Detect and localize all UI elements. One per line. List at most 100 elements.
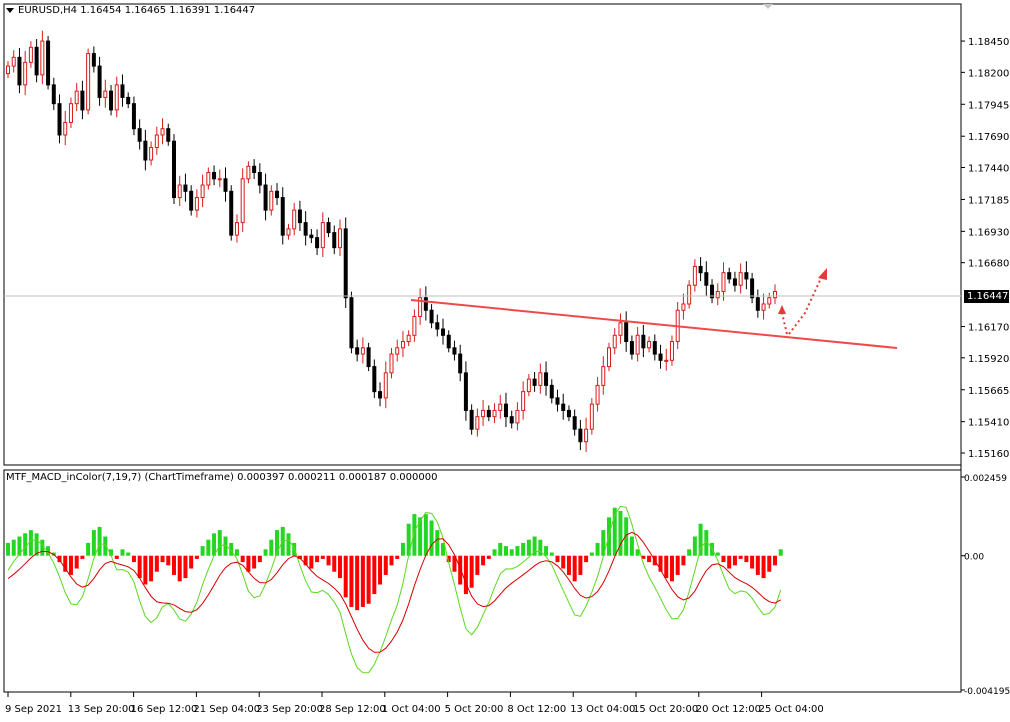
candle [297, 200, 302, 231]
candle-body [280, 197, 285, 236]
candle [166, 123, 171, 146]
macd-bar [624, 517, 629, 556]
candle [635, 327, 640, 362]
macd-bar [486, 555, 491, 559]
price-tick-label: 1.15920 [968, 354, 1009, 365]
candle [194, 189, 199, 218]
macd-bar [698, 523, 703, 556]
candle [229, 185, 234, 241]
time-tick-label: 15 Oct 20:00 [633, 704, 698, 715]
candle [738, 263, 743, 294]
macd-bar [68, 555, 73, 575]
candle [481, 400, 486, 427]
candle-body [492, 409, 497, 418]
candle [269, 185, 274, 216]
price-tick-label: 1.17440 [968, 164, 1009, 175]
trendline[interactable] [410, 299, 898, 349]
candle [131, 96, 136, 136]
macd-bar [63, 555, 68, 572]
macd-bar [103, 536, 108, 556]
macd-bar [246, 555, 251, 572]
macd-bar [561, 555, 566, 569]
candle [492, 403, 497, 424]
macd-bar [406, 523, 411, 556]
candle [149, 141, 154, 166]
candle-body [120, 84, 125, 98]
candle [761, 293, 766, 320]
signal-line [7, 531, 781, 653]
candle-body [681, 303, 686, 311]
candle-body [463, 372, 468, 411]
macd-bar [664, 555, 669, 579]
candle-body [206, 172, 211, 186]
macd-bar [629, 536, 634, 556]
macd-bar [721, 555, 726, 563]
candle [475, 408, 480, 437]
macd-bar [647, 555, 652, 563]
arrow-head-right-icon [818, 268, 827, 280]
candle-body [378, 391, 383, 399]
candle [86, 48, 91, 115]
macd-bar [80, 555, 85, 559]
candle [773, 284, 777, 305]
candle [257, 163, 262, 194]
macd-bar [194, 555, 199, 559]
macd-bar [11, 539, 16, 556]
candle-body [343, 228, 348, 299]
macd-bar [343, 555, 348, 598]
candle [647, 336, 652, 353]
candle-body [166, 128, 171, 142]
candle [355, 339, 360, 362]
candle [641, 324, 646, 358]
candle [389, 347, 394, 379]
candle [320, 212, 325, 257]
macd-bar [532, 536, 537, 556]
candle-body [481, 409, 486, 418]
candle [360, 337, 365, 364]
candle [11, 50, 16, 73]
macd-bar [349, 555, 354, 607]
macd-bar [715, 552, 720, 556]
candle [549, 379, 554, 404]
scroll-marker-icon[interactable] [763, 4, 773, 9]
candle [732, 271, 737, 292]
candle [429, 304, 434, 329]
candle [406, 330, 411, 347]
candle-body [566, 409, 571, 418]
macd-tick-label: 0.00 [964, 553, 984, 563]
candle-body [11, 56, 16, 67]
macd-bar [114, 555, 119, 559]
candle-body [458, 353, 463, 374]
price-tick-label: 1.15160 [968, 449, 1009, 460]
time-tick-label: 20 Oct 12:00 [696, 704, 761, 715]
candle-body [23, 61, 28, 86]
candle-body [360, 347, 365, 355]
candle [704, 261, 709, 296]
macd-bar [687, 549, 692, 556]
macd-bar [303, 555, 308, 566]
macd-bar [17, 536, 22, 556]
main-chart-frame [3, 3, 962, 466]
candle [40, 30, 45, 85]
candle [160, 118, 165, 145]
candle [767, 292, 772, 309]
candle [538, 363, 543, 394]
candle-body [475, 416, 480, 430]
candle-body [515, 409, 520, 424]
macd-bar [412, 514, 417, 556]
candle [206, 167, 211, 190]
candle [572, 409, 577, 436]
candle-body [429, 309, 434, 324]
candle-body [452, 347, 457, 355]
collapse-triangle-icon[interactable] [6, 7, 14, 13]
candle [715, 283, 720, 306]
candle-body [521, 391, 526, 411]
macd-bar [212, 533, 217, 556]
macd-bar [372, 555, 377, 595]
candle-body [532, 378, 537, 386]
macd-bar [126, 552, 131, 556]
candle [240, 168, 245, 232]
candle [28, 41, 33, 68]
macd-bar [6, 542, 10, 556]
